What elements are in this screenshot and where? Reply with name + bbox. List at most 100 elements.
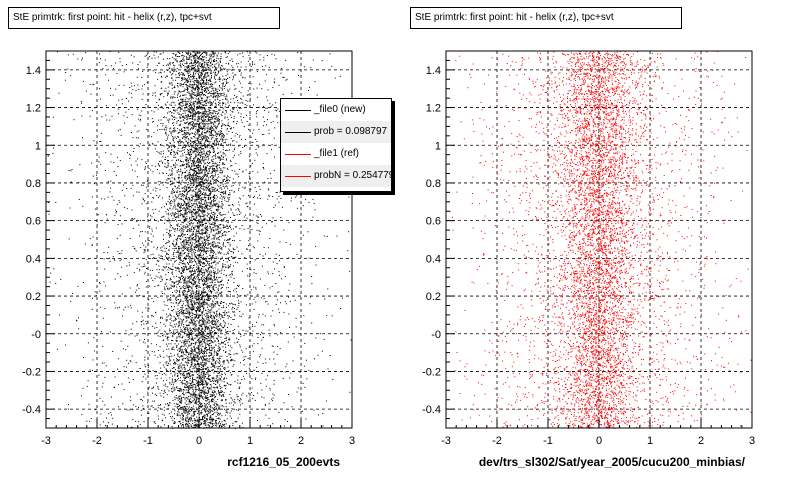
left-point (261, 88, 263, 90)
left-point (180, 202, 182, 204)
left-point (179, 388, 181, 389)
left-point (249, 229, 251, 231)
left-point (206, 406, 208, 408)
left-point (191, 275, 192, 277)
left-point (182, 419, 184, 421)
left-point (151, 228, 153, 230)
left-point (191, 163, 193, 164)
left-point (263, 59, 265, 61)
left-point (223, 197, 225, 199)
left-point (126, 274, 128, 276)
left-point (195, 263, 197, 265)
left-point (242, 359, 244, 361)
left-point (121, 266, 123, 268)
left-point (172, 310, 174, 312)
left-point (190, 79, 192, 81)
left-point (194, 145, 196, 147)
left-point (155, 165, 157, 167)
left-point (181, 55, 182, 57)
left-point (151, 405, 153, 407)
left-point (185, 179, 187, 181)
left-point (215, 422, 217, 424)
left-point (202, 250, 204, 252)
left-point (96, 174, 97, 176)
left-point (160, 81, 162, 83)
left-point (178, 405, 180, 407)
left-point (160, 317, 161, 319)
left-point (276, 263, 278, 265)
left-point (171, 159, 173, 161)
left-point (193, 332, 195, 334)
left-point (209, 417, 211, 419)
left-point (203, 257, 204, 259)
left-point (272, 273, 274, 275)
left-point (217, 233, 219, 235)
left-point (196, 313, 198, 315)
left-point (201, 162, 202, 164)
left-point (198, 378, 200, 380)
left-point (219, 171, 221, 173)
left-point (202, 269, 204, 271)
left-point (246, 395, 248, 397)
left-point (164, 283, 166, 285)
left-point (193, 301, 195, 303)
left-point (216, 405, 218, 407)
left-point (179, 313, 181, 315)
left-point (225, 154, 227, 156)
left-point (229, 194, 231, 196)
left-point (268, 403, 270, 405)
left-point (214, 169, 216, 171)
left-point (193, 82, 195, 83)
left-point (135, 406, 137, 408)
left-point (251, 378, 253, 380)
left-point (266, 96, 268, 98)
left-point (188, 256, 190, 258)
left-point (199, 122, 201, 124)
left-point (204, 404, 206, 406)
left-point (143, 84, 145, 85)
left-point (240, 295, 242, 297)
left-point (171, 69, 173, 71)
left-point (202, 87, 203, 89)
left-point (207, 262, 208, 264)
left-point (217, 341, 219, 343)
left-point (215, 126, 216, 128)
left-point (175, 339, 177, 341)
left-point (71, 258, 73, 260)
left-point (239, 315, 241, 317)
left-point (210, 312, 212, 314)
left-point (164, 126, 166, 128)
left-point (234, 261, 236, 263)
left-point (225, 80, 227, 82)
left-point (167, 136, 169, 138)
left-point (182, 86, 184, 88)
left-point (229, 330, 231, 332)
left-point (186, 179, 188, 180)
left-point (207, 372, 209, 374)
left-point (259, 59, 261, 61)
left-point (196, 195, 198, 196)
left-point (219, 213, 221, 215)
left-point (208, 145, 210, 147)
left-point (281, 278, 283, 280)
left-point (246, 105, 248, 107)
left-point (161, 276, 163, 278)
left-point (220, 214, 222, 216)
left-point (186, 164, 188, 165)
left-point (82, 57, 83, 59)
left-point (114, 307, 116, 309)
left-point (188, 124, 190, 126)
left-point (201, 156, 203, 158)
left-point (297, 387, 299, 389)
left-point (232, 140, 233, 142)
left-point (166, 343, 167, 345)
left-point (225, 62, 227, 64)
left-point (198, 182, 200, 183)
left-point (194, 112, 196, 114)
left-point (185, 308, 187, 310)
left-point (159, 329, 161, 331)
left-point (214, 267, 216, 269)
left-point (242, 170, 244, 172)
left-point (217, 375, 219, 377)
left-point (174, 68, 176, 70)
